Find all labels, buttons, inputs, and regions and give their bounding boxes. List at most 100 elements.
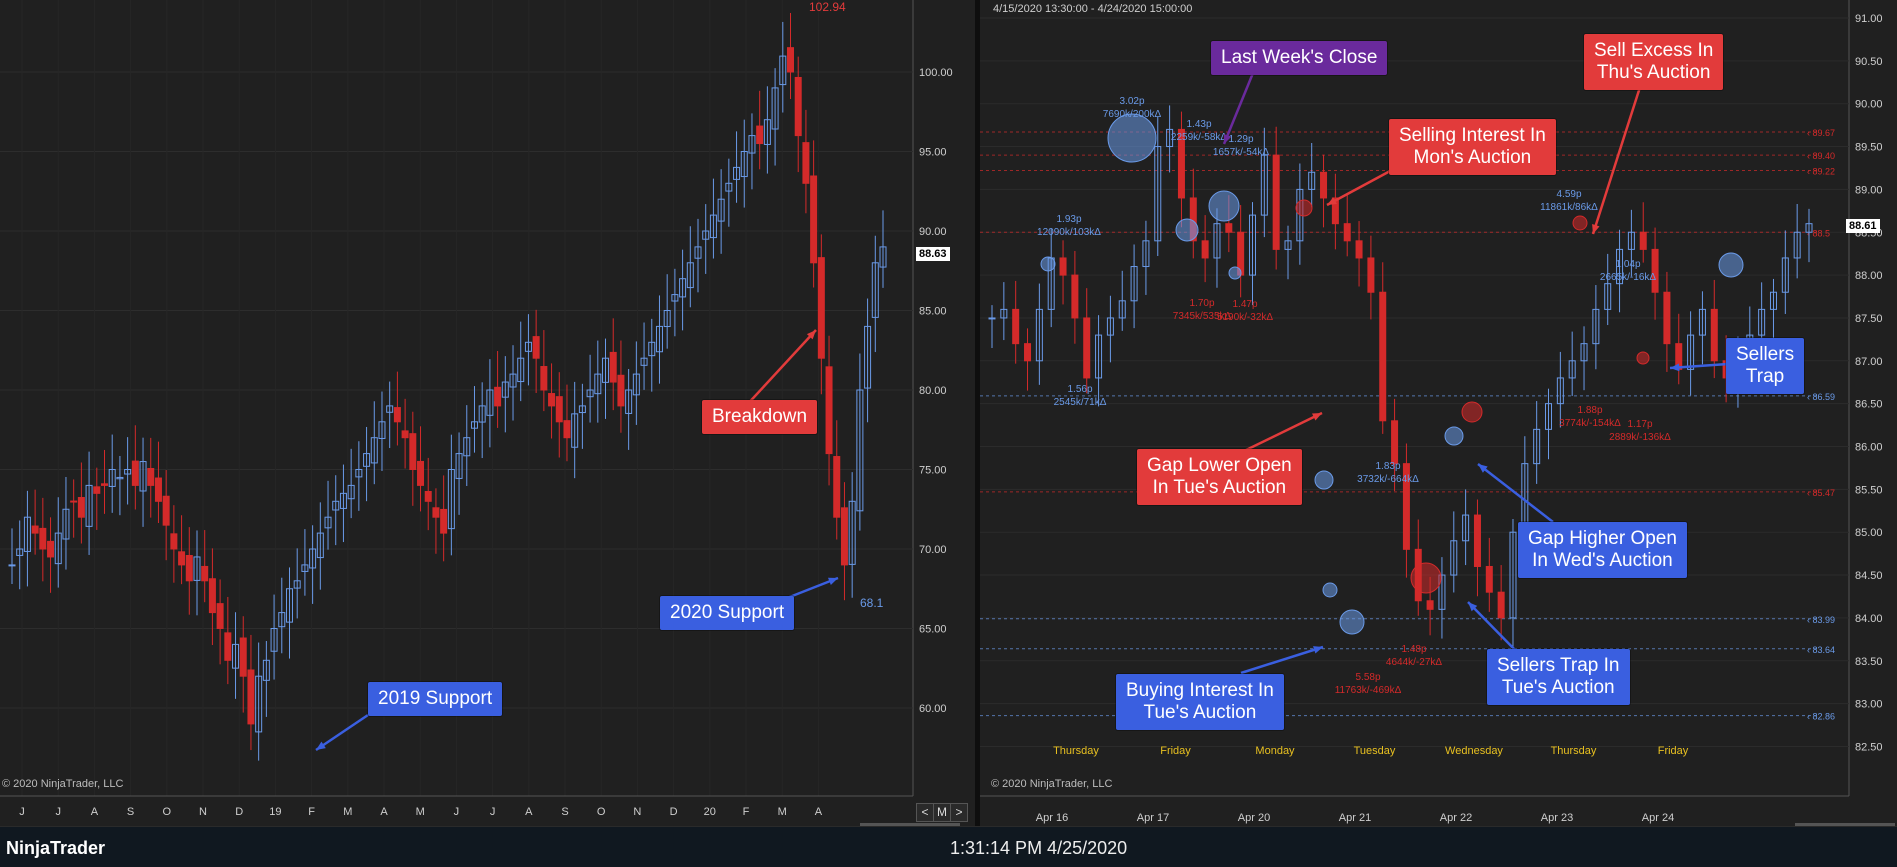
candle-body xyxy=(1698,308,1706,336)
y-tick-label: 87.50 xyxy=(1855,313,1883,325)
candle-body xyxy=(1320,171,1328,199)
candle-body xyxy=(193,556,201,581)
gap-lower-arrow-head xyxy=(1312,413,1322,421)
y-tick-label: 90.50 xyxy=(1855,56,1883,68)
candle-body xyxy=(54,532,62,565)
candle-body xyxy=(409,433,417,471)
candle-body xyxy=(571,413,579,448)
candle-body xyxy=(278,612,286,628)
candle-body xyxy=(1639,231,1647,250)
candle-body xyxy=(309,548,317,569)
candle-body xyxy=(386,405,394,413)
candle-body xyxy=(470,421,478,429)
callout-line-2: In Tue's Auction xyxy=(1152,477,1287,498)
candle-body xyxy=(833,456,841,518)
candle-body xyxy=(524,341,532,352)
callout-breakdown: Breakdown xyxy=(702,400,818,434)
day-label: Friday xyxy=(1160,745,1191,757)
sellers-trap-tue-arrow xyxy=(1467,601,1521,656)
gap-lower-arrow xyxy=(1241,411,1323,454)
y-tick-label: 65.00 xyxy=(919,624,947,636)
y-tick-label: 83.50 xyxy=(1855,656,1883,668)
annotation-delta: 7690k/200kΔ xyxy=(1103,109,1162,120)
breakdown-arrow xyxy=(743,329,817,409)
candle-body xyxy=(201,565,209,582)
candle-body xyxy=(31,525,39,534)
candle-body xyxy=(555,396,563,423)
annotation-delta: 4644k/-27kΔ xyxy=(1386,657,1442,668)
annotation-value: 5.58p xyxy=(1355,672,1380,683)
y-tick-label: 60.00 xyxy=(919,703,947,715)
candle-body xyxy=(1095,334,1103,379)
y-tick-label: 90.00 xyxy=(1855,99,1883,111)
volume-bubble xyxy=(1339,609,1365,635)
callout-sell-excess: Sell Excess In Thu's Auction xyxy=(1584,34,1724,90)
candle-body xyxy=(1284,240,1292,250)
app-name: NinjaTrader xyxy=(6,838,106,858)
high-price-label: 102.94 xyxy=(809,0,846,14)
callout-line-2: Tue's Auction xyxy=(1143,702,1257,723)
candle-body xyxy=(1106,317,1114,336)
callout-sellers-trap-tue: Sellers Trap In Tue's Auction xyxy=(1487,649,1630,705)
annotation-value: 1.70p xyxy=(1189,298,1214,309)
candle-body xyxy=(478,405,486,423)
weekly-chart-panel[interactable]: 100.00 95.00 90.00 85.00 80.00 75.00 70.00 65.0… xyxy=(0,0,975,826)
candle-body xyxy=(224,632,232,661)
candle-body xyxy=(378,421,386,439)
candle-body xyxy=(262,659,270,681)
30min-chart-panel[interactable]: 91.00 90.50 90.00 89.50 89.00 88.50 88.00 87.50… xyxy=(980,0,1897,826)
candle-body xyxy=(1781,257,1789,293)
sell-excess-arrow-head xyxy=(1592,224,1600,234)
status-bar: NinjaTrader 1:31:14 PM 4/25/2020 xyxy=(0,826,1897,867)
candle-body xyxy=(463,437,471,457)
x-tick-label: M xyxy=(778,806,787,818)
panel-divider[interactable] xyxy=(975,0,980,826)
candle-body xyxy=(540,366,548,391)
scroll-right-button[interactable]: > xyxy=(950,803,968,822)
annotation-value: 1.88p xyxy=(1577,405,1602,416)
candle-body xyxy=(1059,257,1067,276)
x-tick-label: S xyxy=(127,806,134,818)
candle-body xyxy=(1000,308,1008,319)
candle-body xyxy=(432,507,440,518)
annotation-delta: 5190k/-32kΔ xyxy=(1217,312,1273,323)
candle-body xyxy=(1154,146,1162,242)
candle-body xyxy=(347,484,355,500)
interval-button[interactable]: M xyxy=(933,803,951,822)
candle-body xyxy=(1166,128,1174,148)
volume-bubble xyxy=(1461,401,1483,423)
candle-body xyxy=(285,588,293,623)
candle-body xyxy=(725,182,733,192)
candle-body xyxy=(578,405,586,414)
candle-body xyxy=(324,516,332,529)
candle-body xyxy=(1201,240,1209,259)
candle-body xyxy=(1604,283,1612,310)
candle-body xyxy=(424,491,432,502)
annotation-value: 1.83p xyxy=(1375,461,1400,472)
volume-bubble xyxy=(1228,266,1242,280)
callout-line-2: Mon's Auction xyxy=(1413,147,1532,168)
candle-body xyxy=(1024,343,1032,362)
candle-body xyxy=(1402,463,1410,550)
callout-line-1: Buying Interest In xyxy=(1126,680,1274,701)
candle-body xyxy=(39,527,47,550)
intraday-candlestick-chart[interactable]: 91.0090.5090.0089.5089.0088.5088.0087.50… xyxy=(980,0,1897,826)
scroll-left-button[interactable]: < xyxy=(916,803,934,822)
y-tick-label: 80.00 xyxy=(919,385,947,397)
candle-body xyxy=(1213,223,1221,259)
candle-body xyxy=(663,310,671,328)
candle-body xyxy=(879,246,887,268)
annotation-delta: 12090k/103kΔ xyxy=(1037,227,1101,238)
x-tick-label: O xyxy=(597,806,606,818)
y-tick-label: 87.00 xyxy=(1855,356,1883,368)
y-tick-label: 86.50 xyxy=(1855,399,1883,411)
candle-body xyxy=(1248,214,1256,276)
x-tick-label: O xyxy=(163,806,172,818)
candle-body xyxy=(717,198,725,222)
annotation-value: 1.47p xyxy=(1232,299,1257,310)
candle-body xyxy=(1331,197,1339,225)
gap-higher-arrow xyxy=(1477,463,1554,523)
candle-body xyxy=(1426,600,1434,610)
candle-body xyxy=(1805,223,1813,233)
x-tick-label: M xyxy=(416,806,425,818)
